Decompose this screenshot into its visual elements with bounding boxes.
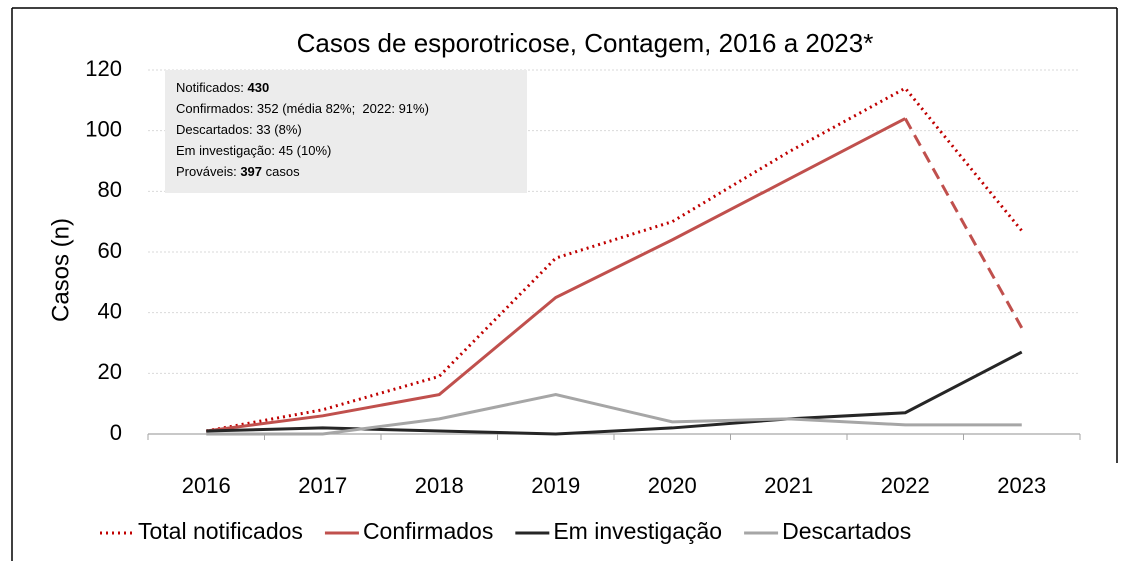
y-tick-label: 40 [98, 298, 122, 323]
x-tick-label: 2020 [648, 473, 697, 498]
y-axis-label: Casos (n) [47, 218, 74, 322]
y-tick-label: 60 [98, 238, 122, 263]
x-tick-label: 2018 [415, 473, 464, 498]
legend-label: Descartados [782, 518, 911, 544]
annotation-run: 397 [240, 164, 262, 179]
annotation-box [165, 70, 527, 193]
x-tick-label: 2019 [531, 473, 580, 498]
series-line [903, 117, 1024, 329]
annotation-line: Notificados: 430 [176, 80, 269, 95]
x-tick-label: 2016 [182, 473, 231, 498]
x-tick-label: 2022 [881, 473, 930, 498]
y-tick-label: 0 [110, 420, 122, 445]
annotation-run: casos [262, 164, 300, 179]
y-tick-label: 20 [98, 359, 122, 384]
annotation-line: Em investigação: 45 (10%) [176, 143, 331, 158]
legend-label: Em investigação [553, 518, 722, 544]
chart-title: Casos de esporotricose, Contagem, 2016 a… [297, 28, 874, 58]
x-tick-label: 2021 [764, 473, 813, 498]
y-tick-label: 120 [85, 56, 122, 81]
annotation: Notificados: 430 Confirmados: 352 (média … [165, 70, 527, 193]
series-line [206, 117, 906, 433]
x-tick-label: 2017 [298, 473, 347, 498]
annotation-run: 430 [248, 80, 270, 95]
annotation-line: Descartados: 33 (8%) [176, 122, 302, 137]
legend-label: Confirmados [363, 518, 493, 544]
annotation-run: Descartados: 33 (8%) [176, 122, 302, 137]
annotation-line: Prováveis: 397 casos [176, 164, 300, 179]
series-line [205, 86, 1023, 433]
y-tick-label: 100 [85, 116, 122, 141]
legend-label: Total notificados [138, 518, 303, 544]
x-tick-label: 2023 [997, 473, 1046, 498]
series-line [206, 350, 1023, 436]
annotation-run: Prováveis: [176, 164, 240, 179]
y-tick-label: 80 [98, 177, 122, 202]
annotation-run: Em investigação: 45 (10%) [176, 143, 331, 158]
annotation-run: Notificados: [176, 80, 248, 95]
annotation-line: Confirmados: 352 (média 82%; 2022: 91%) [176, 101, 429, 116]
series-line [206, 393, 1022, 436]
annotation-run: Confirmados: 352 (média 82%; 2022: 91%) [176, 101, 429, 116]
